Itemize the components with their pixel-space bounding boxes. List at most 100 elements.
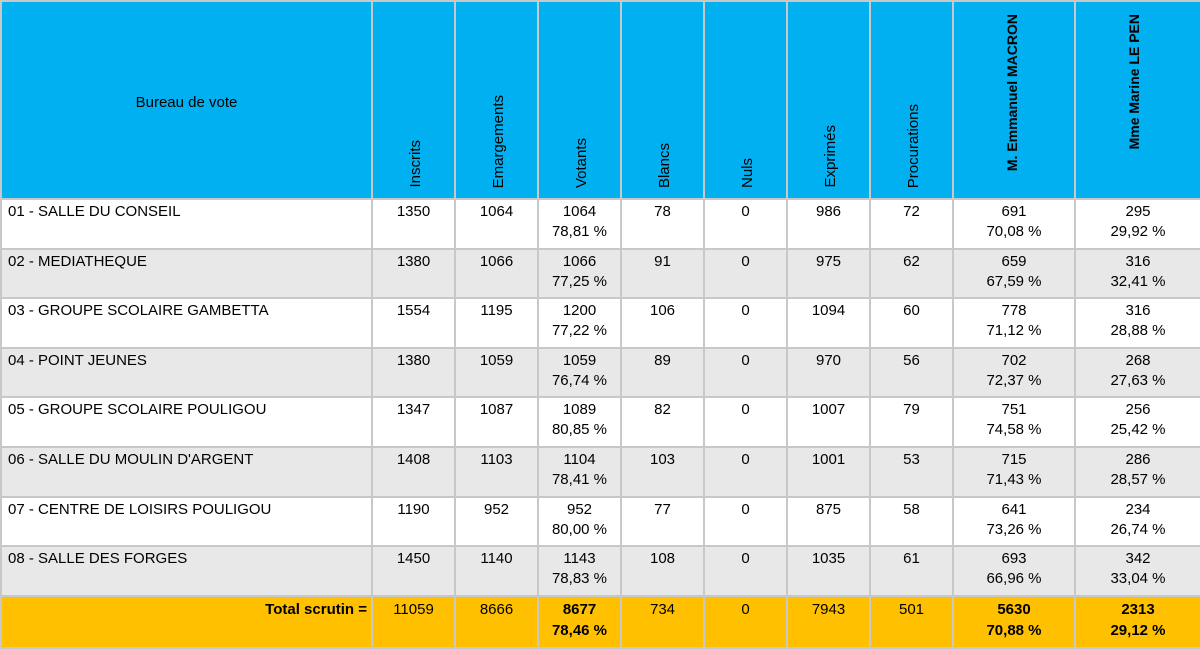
cell-exprimes: 1094	[786, 297, 871, 349]
cell-macron: 691 70,08 %	[952, 198, 1076, 250]
cell-blancs: 77	[620, 495, 705, 548]
cell-bureau: 01 - SALLE DU CONSEIL	[0, 198, 373, 250]
header-votants: Votants	[537, 0, 622, 200]
header-macron: M. Emmanuel MACRON	[952, 0, 1076, 200]
cell-procurations: 53	[869, 446, 954, 498]
cell-blancs: 78	[620, 198, 705, 250]
cell-nuls: 0	[703, 247, 788, 300]
table-body: 01 - SALLE DU CONSEIL 1350 1064 1064 78,8…	[0, 198, 1200, 649]
cell-inscrits: 1380	[371, 247, 456, 300]
cell-bureau: 05 - GROUPE SCOLAIRE POULIGOU	[0, 396, 373, 449]
cell-emargements: 952	[454, 495, 539, 548]
cell-lepen: 342 33,04 %	[1074, 545, 1200, 597]
cell-emargements: 1103	[454, 446, 539, 498]
cell-bureau: 02 - MEDIATHEQUE	[0, 247, 373, 300]
cell-emargements: 1059	[454, 346, 539, 399]
cell-nuls: 0	[703, 198, 788, 250]
cell-inscrits: 1554	[371, 297, 456, 349]
cell-inscrits: 1347	[371, 396, 456, 449]
cell-macron: 641 73,26 %	[952, 495, 1076, 548]
table-row: 03 - GROUPE SCOLAIRE GAMBETTA 1554 1195 …	[0, 297, 1200, 349]
cell-macron: 693 66,96 %	[952, 545, 1076, 597]
total-votants: 8677 78,46 %	[537, 594, 622, 649]
cell-exprimes: 875	[786, 495, 871, 548]
cell-blancs: 89	[620, 346, 705, 399]
total-macron: 5630 70,88 %	[952, 594, 1076, 649]
cell-procurations: 58	[869, 495, 954, 548]
table-row: 06 - SALLE DU MOULIN D'ARGENT 1408 1103 …	[0, 446, 1200, 498]
cell-votants: 1104 78,41 %	[537, 446, 622, 498]
total-row: Total scrutin = 11059 8666 8677 78,46 % 7…	[0, 594, 1200, 649]
cell-inscrits: 1190	[371, 495, 456, 548]
cell-procurations: 79	[869, 396, 954, 449]
header-procurations: Procurations	[869, 0, 954, 200]
cell-bureau: 07 - CENTRE DE LOISIRS POULIGOU	[0, 495, 373, 548]
cell-blancs: 106	[620, 297, 705, 349]
cell-exprimes: 1007	[786, 396, 871, 449]
cell-lepen: 316 28,88 %	[1074, 297, 1200, 349]
cell-macron: 659 67,59 %	[952, 247, 1076, 300]
cell-votants: 1200 77,22 %	[537, 297, 622, 349]
cell-inscrits: 1350	[371, 198, 456, 250]
cell-exprimes: 1035	[786, 545, 871, 597]
cell-bureau: 06 - SALLE DU MOULIN D'ARGENT	[0, 446, 373, 498]
cell-bureau: 03 - GROUPE SCOLAIRE GAMBETTA	[0, 297, 373, 349]
table-row: 02 - MEDIATHEQUE 1380 1066 1066 77,25 % 9…	[0, 247, 1200, 300]
cell-procurations: 60	[869, 297, 954, 349]
total-blancs: 734	[620, 594, 705, 649]
total-label: Total scrutin =	[0, 594, 373, 649]
cell-nuls: 0	[703, 495, 788, 548]
cell-votants: 1064 78,81 %	[537, 198, 622, 250]
total-emargements: 8666	[454, 594, 539, 649]
cell-lepen: 234 26,74 %	[1074, 495, 1200, 548]
cell-procurations: 61	[869, 545, 954, 597]
cell-blancs: 91	[620, 247, 705, 300]
cell-nuls: 0	[703, 545, 788, 597]
cell-exprimes: 975	[786, 247, 871, 300]
cell-lepen: 316 32,41 %	[1074, 247, 1200, 300]
cell-exprimes: 970	[786, 346, 871, 399]
table-row: 05 - GROUPE SCOLAIRE POULIGOU 1347 1087 …	[0, 396, 1200, 449]
header-emargements: Emargements	[454, 0, 539, 200]
cell-nuls: 0	[703, 297, 788, 349]
cell-emargements: 1087	[454, 396, 539, 449]
cell-bureau: 04 - POINT JEUNES	[0, 346, 373, 399]
cell-exprimes: 986	[786, 198, 871, 250]
total-nuls: 0	[703, 594, 788, 649]
table-row: 07 - CENTRE DE LOISIRS POULIGOU 1190 952…	[0, 495, 1200, 548]
cell-blancs: 108	[620, 545, 705, 597]
cell-nuls: 0	[703, 346, 788, 399]
table-header: Bureau de vote Inscrits Emargements Vota…	[0, 0, 1200, 200]
cell-procurations: 56	[869, 346, 954, 399]
cell-lepen: 256 25,42 %	[1074, 396, 1200, 449]
cell-bureau: 08 - SALLE DES FORGES	[0, 545, 373, 597]
cell-inscrits: 1408	[371, 446, 456, 498]
header-inscrits: Inscrits	[371, 0, 456, 200]
cell-inscrits: 1450	[371, 545, 456, 597]
total-procurations: 501	[869, 594, 954, 649]
cell-exprimes: 1001	[786, 446, 871, 498]
cell-inscrits: 1380	[371, 346, 456, 399]
cell-votants: 1059 76,74 %	[537, 346, 622, 399]
cell-procurations: 62	[869, 247, 954, 300]
table-row: 08 - SALLE DES FORGES 1450 1140 1143 78,8…	[0, 545, 1200, 597]
cell-lepen: 268 27,63 %	[1074, 346, 1200, 399]
cell-lepen: 295 29,92 %	[1074, 198, 1200, 250]
cell-macron: 778 71,12 %	[952, 297, 1076, 349]
cell-emargements: 1064	[454, 198, 539, 250]
cell-votants: 952 80,00 %	[537, 495, 622, 548]
header-lepen: Mme Marine LE PEN	[1074, 0, 1200, 200]
header-blancs: Blancs	[620, 0, 705, 200]
cell-emargements: 1140	[454, 545, 539, 597]
cell-votants: 1066 77,25 %	[537, 247, 622, 300]
cell-macron: 715 71,43 %	[952, 446, 1076, 498]
cell-blancs: 103	[620, 446, 705, 498]
cell-nuls: 0	[703, 396, 788, 449]
cell-votants: 1143 78,83 %	[537, 545, 622, 597]
cell-lepen: 286 28,57 %	[1074, 446, 1200, 498]
header-exprimes: Exprimés	[786, 0, 871, 200]
cell-macron: 702 72,37 %	[952, 346, 1076, 399]
total-inscrits: 11059	[371, 594, 456, 649]
cell-macron: 751 74,58 %	[952, 396, 1076, 449]
